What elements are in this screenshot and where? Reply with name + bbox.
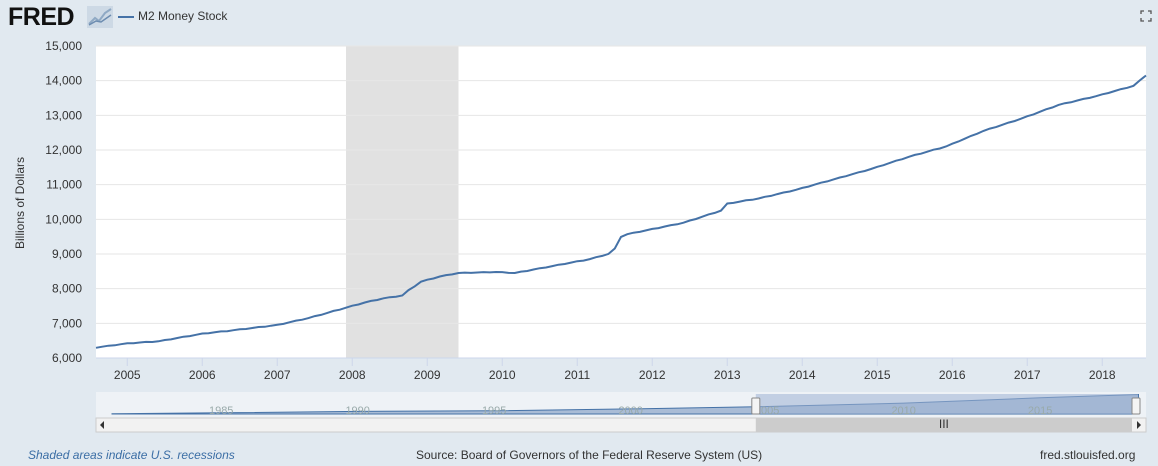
legend-swatch	[118, 16, 134, 18]
source-note: Source: Board of Governors of the Federa…	[416, 448, 763, 462]
y-tick-label: 14,000	[45, 74, 82, 88]
y-tick-label: 6,000	[52, 351, 82, 365]
y-axis: 6,000 7,000 8,000 9,000 10,000 11,000 12,000 13…	[45, 40, 82, 365]
y-tick-label: 15,000	[45, 40, 82, 53]
range-navigator[interactable]: 1985 1990 1995 2000 2005 2010 2015	[96, 392, 1146, 422]
y-tick-label: 13,000	[45, 108, 82, 122]
range-scrollbar[interactable]: III	[95, 417, 1147, 433]
x-tick-label: 2008	[339, 368, 366, 382]
navigator-handle-left[interactable]	[751, 397, 761, 415]
navigator-tick-label: 1995	[482, 405, 506, 417]
y-tick-label: 7,000	[52, 316, 82, 330]
y-tick-label: 12,000	[45, 143, 82, 157]
navigator-tick-label: 2005	[755, 405, 779, 417]
recession-note: Shaded areas indicate U.S. recessions	[28, 448, 235, 462]
arrow-right-icon[interactable]	[1137, 421, 1141, 429]
fullscreen-icon[interactable]	[1140, 10, 1152, 22]
arrow-left-icon[interactable]	[100, 421, 104, 429]
x-tick-label: 2006	[189, 368, 216, 382]
y-tick-label: 11,000	[46, 178, 82, 192]
navigator-tick-label: 2015	[1028, 405, 1052, 417]
y-axis-title: Billions of Dollars	[13, 157, 27, 249]
navigator-tick-label: 1985	[209, 405, 233, 417]
scrollbar-thumb[interactable]	[755, 418, 1132, 432]
x-tick-label: 2016	[939, 368, 966, 382]
x-tick-label: 2015	[864, 368, 891, 382]
x-tick-label: 2010	[489, 368, 516, 382]
recession-band	[346, 46, 459, 358]
navigator-handle-right[interactable]	[1131, 397, 1141, 415]
y-tick-label: 8,000	[52, 282, 82, 296]
x-tick-label: 2017	[1014, 368, 1041, 382]
fred-logo[interactable]: FRED	[8, 3, 75, 31]
chart-header: FRED M2 Money Stock	[0, 0, 1158, 40]
navigator-tick-label: 2000	[618, 405, 642, 417]
legend-label[interactable]: M2 Money Stock	[138, 9, 228, 23]
navigator-tick-label: 1990	[345, 405, 369, 417]
navigator-selected-range[interactable]	[755, 394, 1138, 414]
series-layer	[95, 74, 1147, 349]
x-tick-label: 2005	[114, 368, 141, 382]
x-tick-label: 2007	[264, 368, 291, 382]
x-axis: 2005 2006 2007 2008 2009 2010 2011 2012 2013 2014…	[96, 357, 1146, 382]
navigator-axis: 1985 1990 1995 2000 2005 2010 2015	[209, 405, 1052, 417]
chart-area: 6,000 7,000 8,000 9,000 10,000 11,000 12,000 13…	[13, 40, 1147, 433]
x-tick-label: 2013	[714, 368, 741, 382]
x-tick-label: 2018	[1089, 368, 1116, 382]
y-tick-label: 10,000	[45, 212, 82, 226]
plot-background	[96, 46, 1146, 358]
x-tick-label: 2011	[564, 368, 590, 382]
fred-trend-icon	[87, 6, 113, 28]
navigator-tick-label: 2010	[891, 405, 915, 417]
x-tick-label: 2014	[789, 368, 816, 382]
x-tick-label: 2009	[414, 368, 441, 382]
grip-icon[interactable]: III	[939, 417, 949, 431]
source-url[interactable]: fred.stlouisfed.org	[1040, 448, 1136, 462]
y-tick-label: 9,000	[52, 247, 82, 261]
recession-layer	[346, 46, 459, 358]
x-tick-label: 2012	[639, 368, 666, 382]
series-line	[95, 74, 1147, 349]
